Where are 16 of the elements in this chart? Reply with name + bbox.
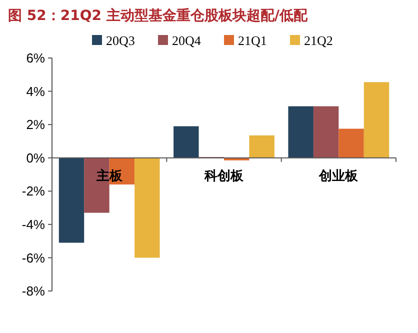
y-tick-label: -4% xyxy=(22,216,46,232)
chart-title: 图 52：21Q2 主动型基金重仓股板块超配/低配 xyxy=(8,7,308,24)
x-tick-label: 主板 xyxy=(95,168,124,184)
y-tick-label: -2% xyxy=(22,184,46,199)
legend-label: 20Q3 xyxy=(106,33,135,48)
x-tick-label: 科创板 xyxy=(204,168,244,184)
legend-label: 21Q2 xyxy=(304,33,333,48)
y-tick-label: -6% xyxy=(22,250,46,266)
y-tick-label: 2% xyxy=(26,117,46,132)
y-tick-label: 6% xyxy=(26,50,46,66)
x-tick-label: 创业板 xyxy=(318,168,360,184)
y-tick-label: -8% xyxy=(22,284,46,299)
y-tick-label: 0% xyxy=(26,150,46,166)
legend-label: 21Q1 xyxy=(238,33,267,48)
legend-label: 20Q4 xyxy=(172,33,202,48)
y-tick-label: 4% xyxy=(26,84,46,99)
